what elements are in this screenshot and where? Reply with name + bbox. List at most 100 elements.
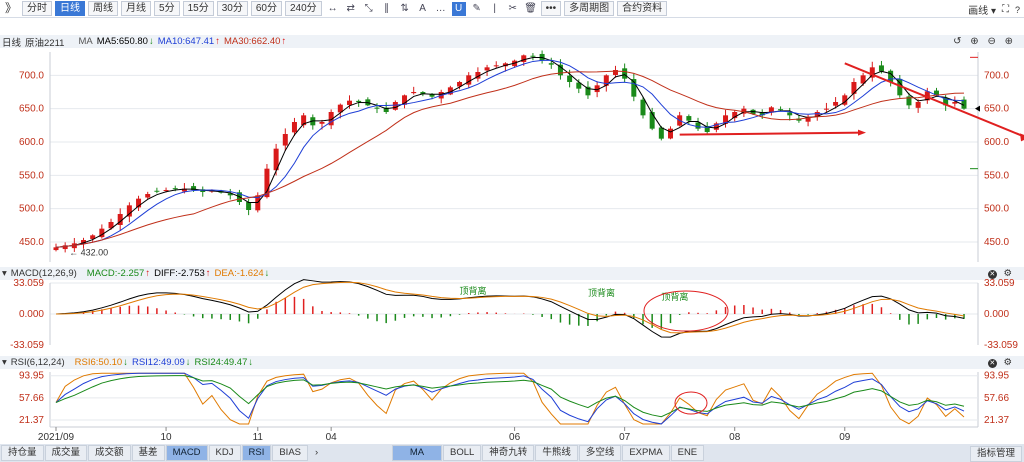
fullscreen-icon[interactable]: ⛶ (1001, 4, 1009, 15)
ma10-value: MA10:647.41 (157, 36, 215, 47)
rsi12-line (55, 372, 965, 425)
collapse-icon[interactable]: ▾ (2, 268, 7, 279)
toolbar-item-6[interactable]: 15分 (182, 1, 214, 16)
indicator-tab-13[interactable]: 多空线 (578, 445, 622, 461)
toolbar-item-9[interactable]: 240分 (284, 1, 322, 16)
candle-body (512, 60, 518, 67)
candle-body (851, 82, 857, 94)
help-icon[interactable]: ? (1014, 4, 1020, 15)
divergence-annotation: 顶背离 (661, 291, 688, 302)
indicator-tab-0[interactable]: 持仓量 (1, 445, 44, 461)
indicator-tab-3[interactable]: 基差 (131, 445, 165, 461)
swap-icon[interactable]: ⇄ (346, 3, 355, 14)
magnet-icon[interactable]: U (451, 1, 466, 16)
price-tick-label-right: 650.0 (984, 104, 1009, 115)
candle-body (466, 75, 472, 85)
candle-body (328, 112, 334, 126)
toolbar-item-0[interactable]: 》 (5, 1, 18, 15)
toolbar-item-4[interactable]: 月线 (121, 1, 152, 16)
price-tick-label-left: 550.0 (19, 170, 44, 181)
candle-body (704, 125, 710, 132)
toolbar-item-5[interactable]: 5分 (154, 1, 180, 16)
more-icon[interactable]: … (435, 3, 446, 14)
candle-body (411, 92, 417, 94)
indicator-tab-1[interactable]: 成交量 (44, 445, 88, 461)
candle-body (429, 94, 435, 97)
candle-body (658, 127, 664, 139)
text-icon[interactable]: A (419, 3, 426, 14)
candle-body (723, 115, 729, 124)
toolbar-item-7[interactable]: 30分 (216, 1, 248, 16)
indicator-tab-15[interactable]: ENE (670, 445, 705, 461)
nav-arrow-icon[interactable]: ↔ (327, 3, 338, 14)
toolbar-item-10[interactable]: ••• (540, 1, 562, 16)
indicator-tab-12[interactable]: 牛熊线 (535, 445, 578, 461)
candle-body (126, 205, 132, 217)
candle-body (768, 107, 774, 113)
rsi6-value: RSI6:50.10 (74, 357, 123, 368)
indicator-tab-4[interactable]: MACD (165, 445, 208, 461)
indicator-tab-11[interactable]: 神奇九转 (482, 445, 535, 461)
macd-close-icon[interactable]: ✕ ⚙ (987, 268, 1012, 279)
toolbar-item-11[interactable]: 多周期图 (564, 1, 615, 16)
toolbar-item-12[interactable]: 合约资料 (617, 1, 668, 16)
line-icon[interactable]: ∥ (384, 3, 390, 14)
diff-value: DIFF:-2.753 (154, 268, 205, 279)
trend-line-down (844, 62, 1024, 138)
candle-body (392, 102, 398, 110)
pen-icon[interactable]: ✎ (472, 3, 481, 14)
collapse-icon[interactable]: ▾ (2, 357, 7, 368)
chart-area[interactable]: 700.0 700.0 650.0 650.0 600.0 600.0 550.0 550.0… (0, 0, 1024, 444)
main-chart-controls[interactable]: ↺ ⊕ ⊖ ⊕ (953, 36, 1016, 47)
indicator-tab-5[interactable]: KDJ (208, 445, 241, 461)
candle-body (631, 79, 637, 97)
price-tick-label-right: 450.0 (984, 237, 1009, 248)
candle-body (539, 53, 545, 61)
candle-body (53, 247, 59, 251)
x-tick-label: 04 (326, 432, 338, 443)
fib-icon[interactable]: ⇅ (400, 3, 409, 14)
price-tick-label-right: 600.0 (984, 137, 1009, 148)
rsi-tick-label-right: 57.66 (984, 393, 1009, 404)
candle-body (741, 108, 747, 114)
rsi-info-bar: ▾ RSI(6,12,24) RSI6:50.10 ↓ RSI12:49.09 ↓ … (0, 356, 1024, 369)
candle-body (457, 82, 463, 87)
rsi-tick-label-right: 93.95 (984, 371, 1009, 382)
candle-body (236, 192, 242, 202)
candle-body (475, 72, 481, 79)
indicator-tab-2[interactable]: 成交额 (88, 445, 131, 461)
candle-body (924, 91, 930, 101)
candle-body (695, 122, 701, 129)
diff-arrow-icon: ↑ (205, 268, 211, 279)
indicator-tab-14[interactable]: EXPMA (622, 445, 670, 461)
rsi24-value: RSI24:49.47 (194, 357, 248, 368)
toolbar-item-2[interactable]: 日线 (55, 1, 86, 16)
toolbar-item-8[interactable]: 60分 (250, 1, 282, 16)
rsi-label: RSI(6,12,24) (10, 357, 65, 368)
price-tick-label-left: 450.0 (19, 237, 44, 248)
candle-body (145, 194, 151, 198)
current-price-icon (975, 105, 980, 112)
cursor-icon[interactable]: ⤡ (364, 3, 373, 14)
candle-body (612, 70, 618, 75)
candle-body (484, 67, 490, 71)
indicator-tab-8[interactable]: › (315, 447, 319, 458)
highlight-circle (674, 391, 708, 415)
low-price-label: ← 432.00 (69, 248, 108, 258)
rsi-tick-label-left: 93.95 (19, 371, 44, 382)
indicator-tab-9[interactable]: MA (392, 445, 442, 461)
candle-body (365, 99, 371, 106)
draw-line-button[interactable]: 画线 ▾ (968, 6, 996, 17)
candle-body (310, 117, 316, 126)
macd-value: MACD:-2.257 (86, 268, 145, 279)
toolbar-item-3[interactable]: 周线 (88, 1, 119, 16)
indicator-tab-10[interactable]: BOLL (443, 445, 482, 461)
trash-icon[interactable]: 🗑 (524, 3, 537, 14)
toolbar-item-1[interactable]: 分时 (22, 1, 53, 16)
indicator-manage-button[interactable]: 指标管理 (969, 446, 1022, 462)
indicator-tab-6[interactable]: RSI (241, 445, 272, 461)
indicator-tab-7[interactable]: BIAS (272, 445, 308, 461)
scissors-icon[interactable]: ✂ (508, 3, 517, 14)
macd-arrow-icon: ↑ (145, 268, 151, 279)
rsi-close-icon[interactable]: ✕ ⚙ (987, 357, 1012, 368)
